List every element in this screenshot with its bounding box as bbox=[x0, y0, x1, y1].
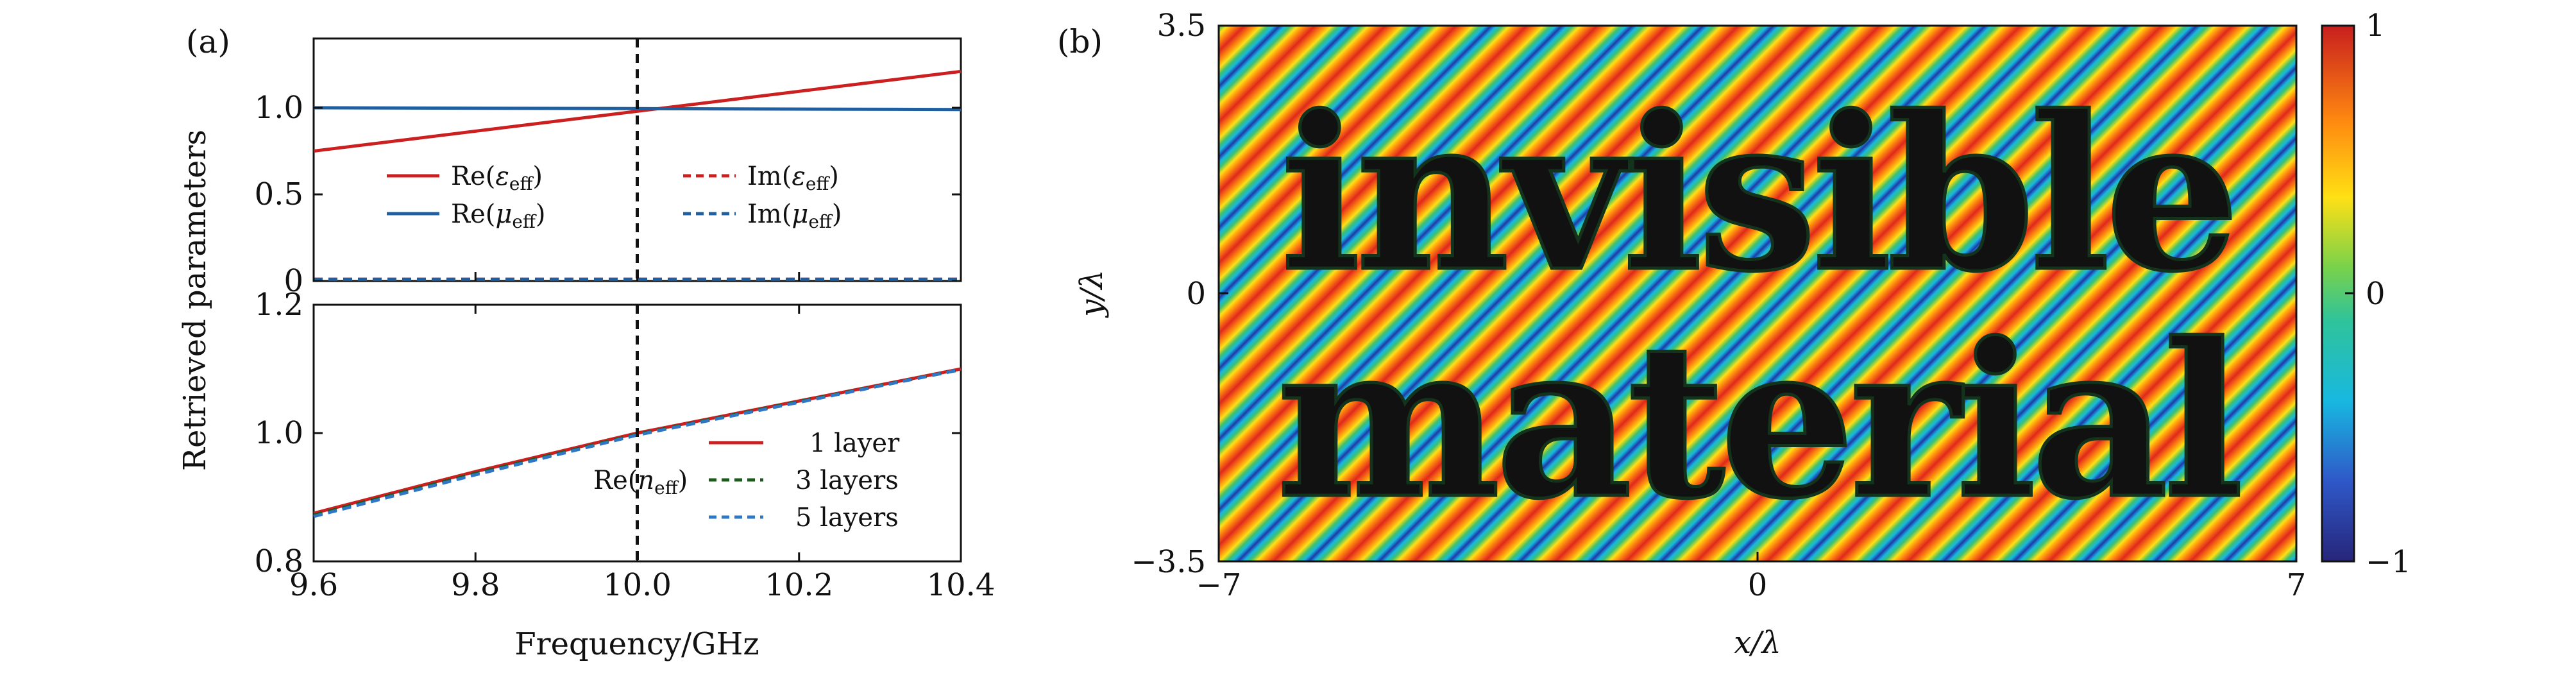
legend-label-1-layer: 1 layer bbox=[809, 429, 900, 458]
overlay-text-material: material bbox=[1276, 296, 2239, 545]
field-heatmap bbox=[1219, 26, 2296, 561]
legend-label-im-mu: Im(μeff) bbox=[747, 200, 842, 232]
panel-b-label: (b) bbox=[1057, 23, 1103, 60]
x-axis-label: Frequency/GHz bbox=[514, 626, 759, 662]
annotation-re-neff: Re(neff) bbox=[593, 466, 688, 499]
top-y-ticks: 0 0.5 1.0 bbox=[255, 90, 961, 299]
heatmap-xtick-mid: 0 bbox=[1748, 567, 1768, 603]
legend-label-re-mu: Re(μeff) bbox=[451, 200, 545, 232]
bottom-legend: 1 layer 3 layers 5 layers bbox=[709, 429, 900, 533]
heatmap-ytick-top: 3.5 bbox=[1157, 8, 1206, 44]
heatmap-x-label: x/λ bbox=[1734, 625, 1781, 661]
legend-label-re-eps: Re(εeff) bbox=[451, 162, 543, 194]
legend-label-3-layers: 3 layers bbox=[795, 466, 899, 495]
top-ytick-label-2: 1.0 bbox=[255, 90, 303, 126]
xtick-label-4: 10.4 bbox=[927, 567, 996, 603]
heatmap-ytick-mid: 0 bbox=[1186, 276, 1206, 312]
xtick-label-3: 10.2 bbox=[765, 567, 833, 603]
heatmap-ticks bbox=[1217, 24, 2298, 563]
bottom-ytick-label-1: 1.0 bbox=[255, 415, 303, 451]
panel-a: (a) 0 0.5 1.0 0.8 1.0 1.2 9.6 9.8 10.0 10.2 10.4… bbox=[177, 23, 995, 662]
bottom-ytick-label-2: 1.2 bbox=[255, 287, 303, 323]
heatmap-xtick-right: 7 bbox=[2287, 567, 2307, 603]
xtick-label-1: 9.8 bbox=[451, 567, 500, 603]
colorbar-ticks bbox=[2345, 24, 2354, 563]
legend-label-5-layers: 5 layers bbox=[795, 503, 899, 533]
metamaterial-text-overlay: invisible material bbox=[1275, 68, 2246, 547]
xtick-label-2: 10.0 bbox=[603, 567, 672, 603]
x-ticks: 9.6 9.8 10.0 10.2 10.4 bbox=[289, 272, 996, 603]
heatmap-xtick-left: −7 bbox=[1196, 567, 1242, 603]
bottom-y-ticks: 0.8 1.0 1.2 bbox=[255, 287, 961, 579]
bottom-ytick-label-0: 0.8 bbox=[255, 543, 303, 579]
top-ytick-label-0: 0 bbox=[284, 263, 303, 299]
top-ytick-label-1: 0.5 bbox=[255, 176, 303, 212]
y-axis-label: Retrieved parameters bbox=[177, 130, 213, 471]
series-line-bottom-2 bbox=[313, 368, 962, 518]
xtick-label-0: 9.6 bbox=[289, 567, 338, 603]
overlay-text-invisible: invisible bbox=[1280, 69, 2235, 318]
panel-a-label: (a) bbox=[186, 23, 230, 60]
panel-b: (b) invisible material −7 0 7 3.5 0 −3.5… bbox=[1057, 8, 2411, 661]
legend-label-im-eps: Im(εeff) bbox=[747, 162, 839, 194]
heatmap-y-label: y/λ bbox=[1074, 269, 1110, 318]
heatmap-ytick-bottom: −3.5 bbox=[1131, 544, 1206, 580]
colorbar-tick-top: 1 bbox=[2366, 8, 2385, 44]
colorbar-tick-bottom: −1 bbox=[2366, 544, 2411, 580]
series-line-top-0 bbox=[313, 69, 962, 153]
top-legend: Re(εeff) Re(μeff) Im(εeff) Im(μeff) bbox=[387, 162, 842, 232]
colorbar-tick-mid: 0 bbox=[2366, 276, 2385, 312]
